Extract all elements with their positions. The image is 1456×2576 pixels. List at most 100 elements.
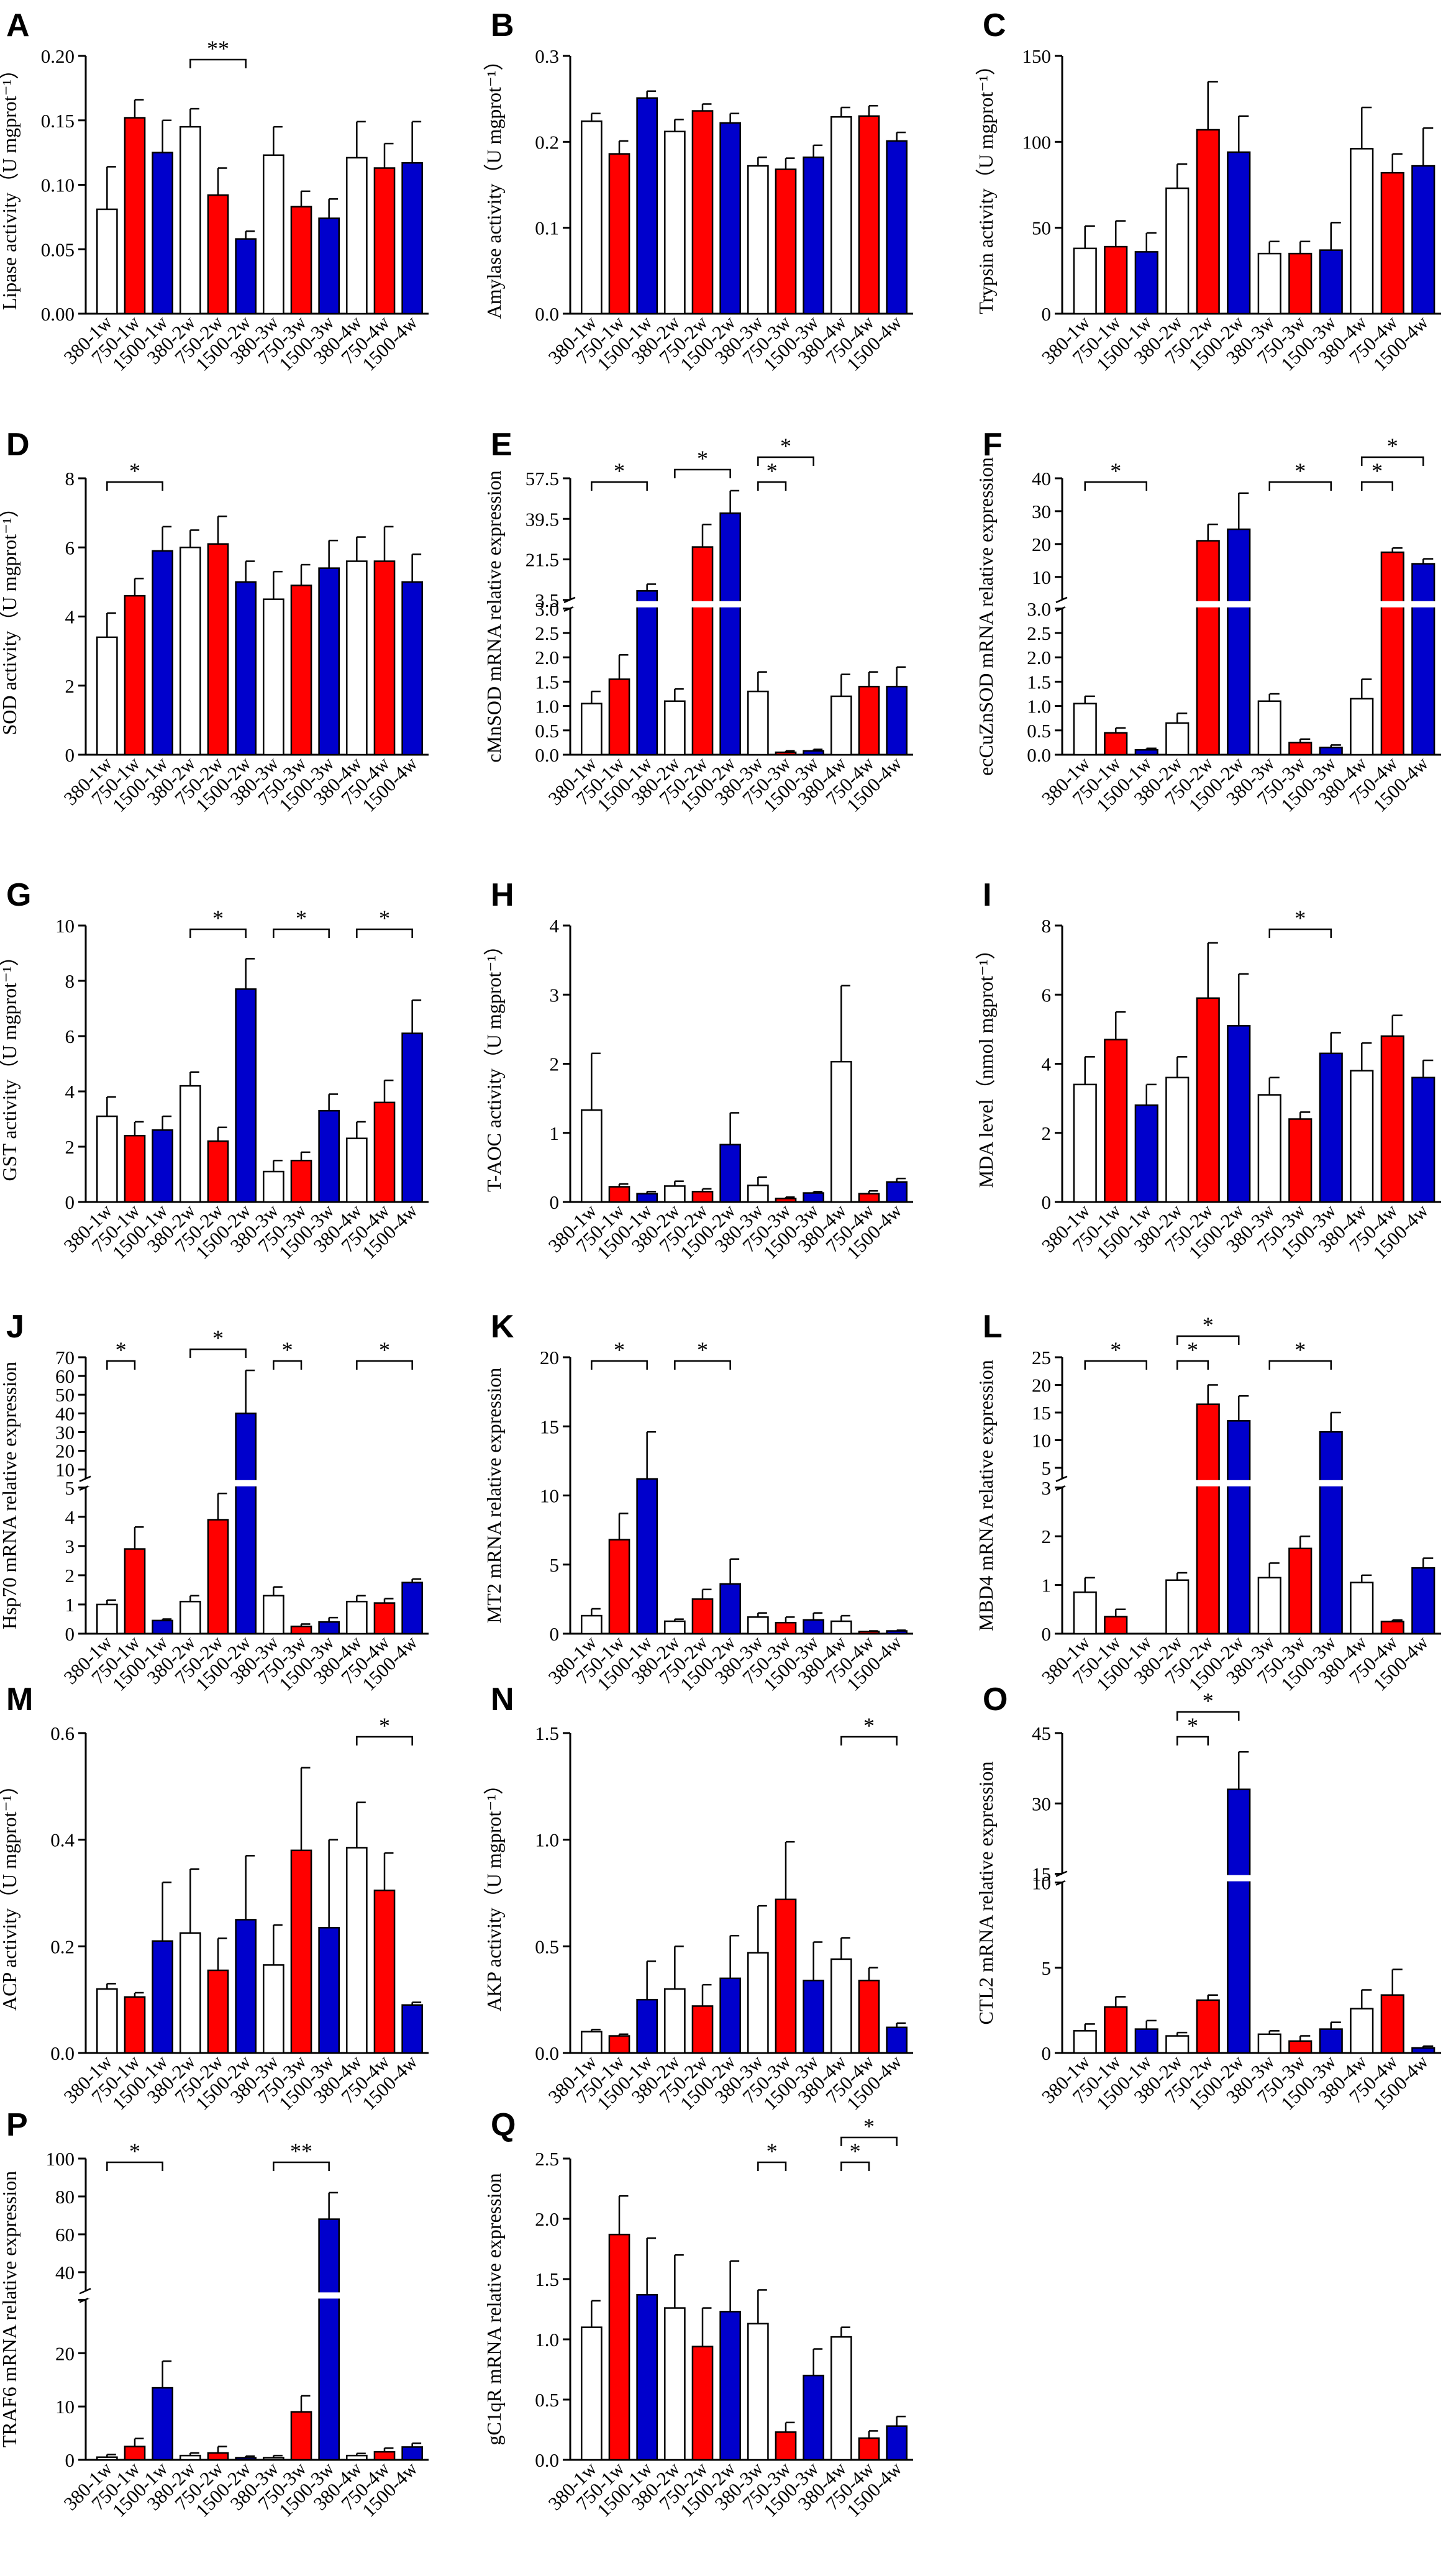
significance-bracket [757, 2161, 787, 2171]
bar-380-3w [1257, 1094, 1281, 1203]
y-axis-label: CTL2 mRNA relative expression [975, 1762, 997, 2025]
bar-1500-3w [1319, 2028, 1343, 2054]
significance-label: * [379, 1713, 390, 1738]
axis-break-mark [79, 1475, 91, 1482]
bar-1500-2w [235, 581, 257, 756]
y-axis-label: SOD activity（U mgprot⁻¹） [0, 498, 20, 735]
panel-label: E [491, 427, 512, 463]
significance-label: * [1110, 1337, 1121, 1362]
bar-1500-3w [318, 1927, 340, 2054]
y-tick-label: 1.5 [1027, 671, 1051, 693]
bar-380-2w [180, 1932, 201, 2054]
significance-label: * [863, 1713, 875, 1738]
bar-750-4w [373, 560, 396, 756]
bar-750-4w [858, 685, 880, 756]
bar-1500-2w [1227, 1420, 1251, 1635]
bar-750-3w [1288, 1118, 1313, 1203]
bar-1500-3w [803, 1980, 824, 2054]
y-axis-label: Trypsin activity（U mgprot⁻¹） [975, 55, 997, 314]
significance-bracket [356, 928, 413, 938]
panel-label: G [6, 877, 31, 913]
significance-label: * [1203, 1688, 1214, 1713]
bar-750-2w [1196, 129, 1220, 315]
bar-380-1w [96, 1115, 118, 1203]
y-axis-label: Hsp70 mRNA relative expression [0, 1362, 20, 1629]
bar-750-3w [290, 2411, 312, 2461]
significance-bracket [1176, 1335, 1240, 1345]
y-tick-label: 3 [65, 1536, 75, 1557]
bar-750-2w [207, 543, 229, 756]
bar-380-1w [96, 636, 118, 756]
y-axis-label: gC1qR mRNA relative expression [483, 2173, 505, 2445]
y-tick-label: 0.0 [535, 2042, 559, 2064]
y-tick-label: 1.5 [535, 671, 559, 693]
significance-bracket [757, 481, 787, 491]
bar-380-1w [1073, 2030, 1097, 2054]
y-tick-label: 21.5 [526, 549, 559, 571]
significance-bracket [591, 1360, 648, 1370]
bar-380-4w [1350, 698, 1374, 756]
significance-label: * [1187, 1337, 1198, 1362]
bar-380-4w [830, 695, 852, 756]
bar-1500-2w [719, 1977, 741, 2054]
y-tick-label: 50 [55, 1384, 75, 1406]
y-axis-label: Amylase activity（U mgprot⁻¹） [483, 51, 505, 319]
bar-750-2w [691, 546, 714, 756]
bar-380-2w [664, 1185, 686, 1203]
axis-break-gap [1065, 1480, 1444, 1486]
bar-380-3w [1257, 2033, 1281, 2054]
bar-1500-3w [1319, 1431, 1343, 1635]
y-tick-label: 0.5 [535, 2389, 559, 2411]
bar-380-3w [263, 1964, 284, 2054]
bar-750-1w [1104, 245, 1128, 315]
bar-750-1w [124, 1134, 146, 1203]
bar-750-2w [1196, 540, 1220, 756]
significance-label: * [1294, 458, 1306, 483]
bar-1500-4w [401, 162, 423, 315]
panel-label: D [6, 427, 30, 463]
panel-label: J [6, 1309, 24, 1345]
y-tick-label: 3 [550, 984, 560, 1006]
bar-380-4w [830, 2336, 852, 2461]
axis-break-gap [1065, 1875, 1444, 1882]
bar-1500-1w [1134, 2028, 1158, 2054]
bar-1500-4w [401, 2004, 423, 2054]
y-tick-label: 3.0 [535, 598, 559, 620]
significance-label: * [1294, 1337, 1306, 1362]
y-tick-label: 0 [1042, 303, 1052, 325]
y-axis-label: ACP activity（U mgprot⁻¹） [0, 1775, 20, 2011]
bar-380-2w [1165, 1579, 1190, 1635]
y-tick-label: 1.0 [535, 1829, 559, 1851]
bar-750-1w [608, 153, 630, 315]
bar-1500-1w [1134, 1104, 1158, 1203]
y-tick-label: 0.2 [535, 131, 559, 153]
significance-bracket [1268, 481, 1332, 491]
bar-1500-1w [152, 1129, 173, 1203]
bar-750-4w [858, 2437, 880, 2461]
bar-1500-2w [719, 1583, 741, 1635]
y-tick-label: 0.1 [535, 217, 559, 239]
bar-1500-4w [1411, 563, 1436, 756]
significance-bracket [674, 468, 731, 478]
bar-750-2w [207, 1969, 229, 2054]
y-axis-label: cMnSOD mRNA relative expression [483, 470, 505, 762]
bar-750-3w [775, 1898, 797, 2054]
significance-label: * [863, 2114, 875, 2139]
significance-bracket [1361, 481, 1393, 491]
bar-380-4w [346, 1847, 368, 2054]
y-tick-label: 5 [1042, 1957, 1052, 1979]
y-tick-label: 2.0 [535, 647, 559, 668]
y-tick-label: 40 [55, 2262, 75, 2283]
significance-label: * [767, 2139, 778, 2164]
bar-750-1w [1104, 2006, 1128, 2054]
bar-1500-1w [636, 1998, 658, 2054]
y-tick-label: 4 [65, 606, 75, 628]
bar-1500-3w [318, 2218, 340, 2461]
bar-380-2w [1165, 722, 1190, 756]
significance-bracket [189, 928, 247, 938]
panel-label: O [983, 1682, 1008, 1718]
bar-380-1w [96, 1988, 118, 2054]
